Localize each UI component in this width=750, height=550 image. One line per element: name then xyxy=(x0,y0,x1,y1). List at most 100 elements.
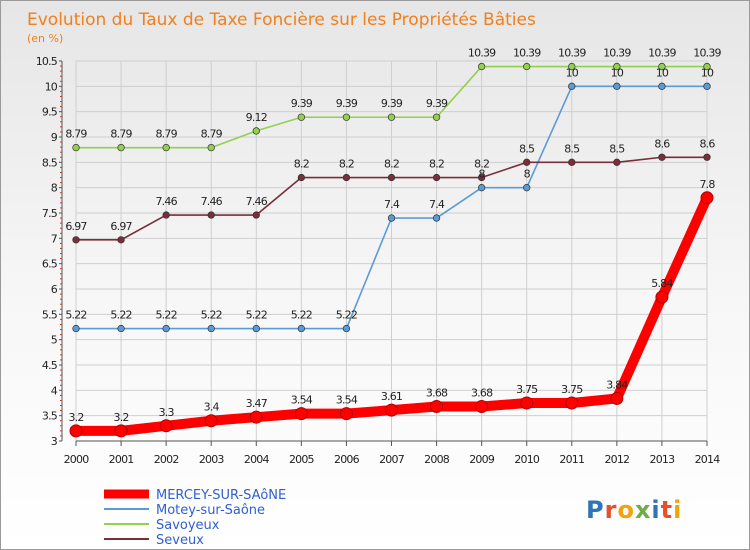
data-point xyxy=(523,184,531,192)
x-tick-label: 2013 xyxy=(650,453,676,466)
data-point xyxy=(613,158,621,166)
y-axis-unit-label: (en %) xyxy=(27,32,63,45)
data-label: 3.3 xyxy=(159,406,175,419)
data-point xyxy=(475,400,489,414)
y-tick-label: 10 xyxy=(45,80,58,93)
data-point xyxy=(207,324,215,333)
data-label: 10 xyxy=(701,66,714,79)
data-point xyxy=(523,62,531,71)
data-label: 8.2 xyxy=(474,158,489,171)
x-tick-label: 2009 xyxy=(469,453,495,466)
data-label: 3.84 xyxy=(606,378,628,391)
data-point xyxy=(294,407,308,421)
data-label: 10.39 xyxy=(513,47,541,60)
data-point xyxy=(114,424,128,438)
data-label: 3.75 xyxy=(516,383,538,396)
data-label: 3.61 xyxy=(381,390,402,403)
data-point xyxy=(297,113,306,121)
y-tick-label: 6.5 xyxy=(42,258,58,271)
data-label: 9.39 xyxy=(291,97,313,110)
logo-letter: P xyxy=(586,496,605,524)
data-point xyxy=(342,324,351,333)
grid-layer xyxy=(75,60,708,442)
data-point xyxy=(117,143,125,152)
legend-label: MERCEY-SUR-SAôNE xyxy=(156,488,286,503)
data-point xyxy=(252,324,260,333)
data-label: 3.68 xyxy=(426,387,448,400)
data-point xyxy=(658,82,666,90)
data-label: 3.47 xyxy=(246,397,268,410)
data-label: 10 xyxy=(611,66,624,79)
x-tick-label: 2008 xyxy=(424,453,450,466)
y-tick-label: 3.5 xyxy=(42,410,58,423)
data-point xyxy=(72,236,80,244)
data-label: 5.22 xyxy=(110,309,131,322)
data-point xyxy=(204,414,218,428)
data-point xyxy=(613,62,621,71)
logo-letter: i xyxy=(651,496,660,524)
data-point xyxy=(72,143,80,152)
data-point xyxy=(568,158,576,166)
data-label: 10 xyxy=(656,66,669,79)
data-point xyxy=(207,143,215,152)
data-point xyxy=(342,113,351,121)
data-label: 8.79 xyxy=(155,128,177,141)
data-point xyxy=(523,158,531,166)
data-point xyxy=(477,173,486,182)
x-tick-label: 2004 xyxy=(244,453,270,466)
data-label: 7.4 xyxy=(429,198,445,211)
logo-letter: o xyxy=(617,496,635,524)
data-point xyxy=(297,324,306,333)
data-point xyxy=(568,62,576,71)
data-point xyxy=(249,410,263,424)
chart-title: Evolution du Taux de Taxe Foncière sur l… xyxy=(27,10,536,30)
x-tick-label: 2011 xyxy=(559,453,584,466)
y-tick-label: 8.5 xyxy=(42,156,58,169)
data-label: 3.54 xyxy=(336,394,358,407)
x-tick-label: 2005 xyxy=(289,453,315,466)
data-label: 8.5 xyxy=(609,142,625,155)
data-label: 9.39 xyxy=(426,97,448,110)
data-point xyxy=(252,211,260,219)
data-label: 3.54 xyxy=(291,394,313,407)
y-tick-label: 5.5 xyxy=(42,308,58,321)
data-label: 8.79 xyxy=(65,128,87,141)
legend: MERCEY-SUR-SAôNEMotey-sur-SaôneSavoyeuxS… xyxy=(104,488,286,548)
data-label: 6.97 xyxy=(65,220,87,233)
data-label: 8.2 xyxy=(384,158,399,171)
y-tick-label: 9 xyxy=(51,131,58,144)
data-label: 8.6 xyxy=(699,137,715,150)
x-tick-label: 2007 xyxy=(379,453,405,466)
x-tick-label: 2003 xyxy=(199,453,225,466)
data-point xyxy=(207,211,215,219)
y-tick-label: 7.5 xyxy=(42,207,58,220)
data-label: 8.6 xyxy=(654,137,670,150)
data-label: 7.46 xyxy=(246,195,268,208)
y-tick-label: 5 xyxy=(51,334,58,347)
y-tick-label: 10.5 xyxy=(36,55,58,68)
legend-label: Seveux xyxy=(156,533,204,548)
data-point xyxy=(610,391,624,405)
data-label: 5.22 xyxy=(201,309,222,322)
series-layer xyxy=(69,62,714,438)
data-label: 5.22 xyxy=(291,309,312,322)
data-point xyxy=(432,214,441,222)
data-label: 8.2 xyxy=(294,158,309,171)
data-label: 8.2 xyxy=(339,158,354,171)
x-tick-label: 2006 xyxy=(334,453,360,466)
data-point xyxy=(387,173,396,182)
data-point xyxy=(342,173,351,182)
data-label: 10.39 xyxy=(693,47,721,60)
data-label: 5.84 xyxy=(651,277,673,290)
logo-letter: x xyxy=(635,496,651,524)
data-label: 7.46 xyxy=(155,195,177,208)
data-point xyxy=(520,396,534,410)
data-point xyxy=(658,62,666,71)
data-label: 8.5 xyxy=(519,142,535,155)
data-label: 8 xyxy=(479,168,486,181)
data-point xyxy=(117,236,125,244)
data-point xyxy=(703,82,711,90)
y-tick-label: 4.5 xyxy=(42,359,58,372)
data-label: 3.75 xyxy=(561,383,583,396)
